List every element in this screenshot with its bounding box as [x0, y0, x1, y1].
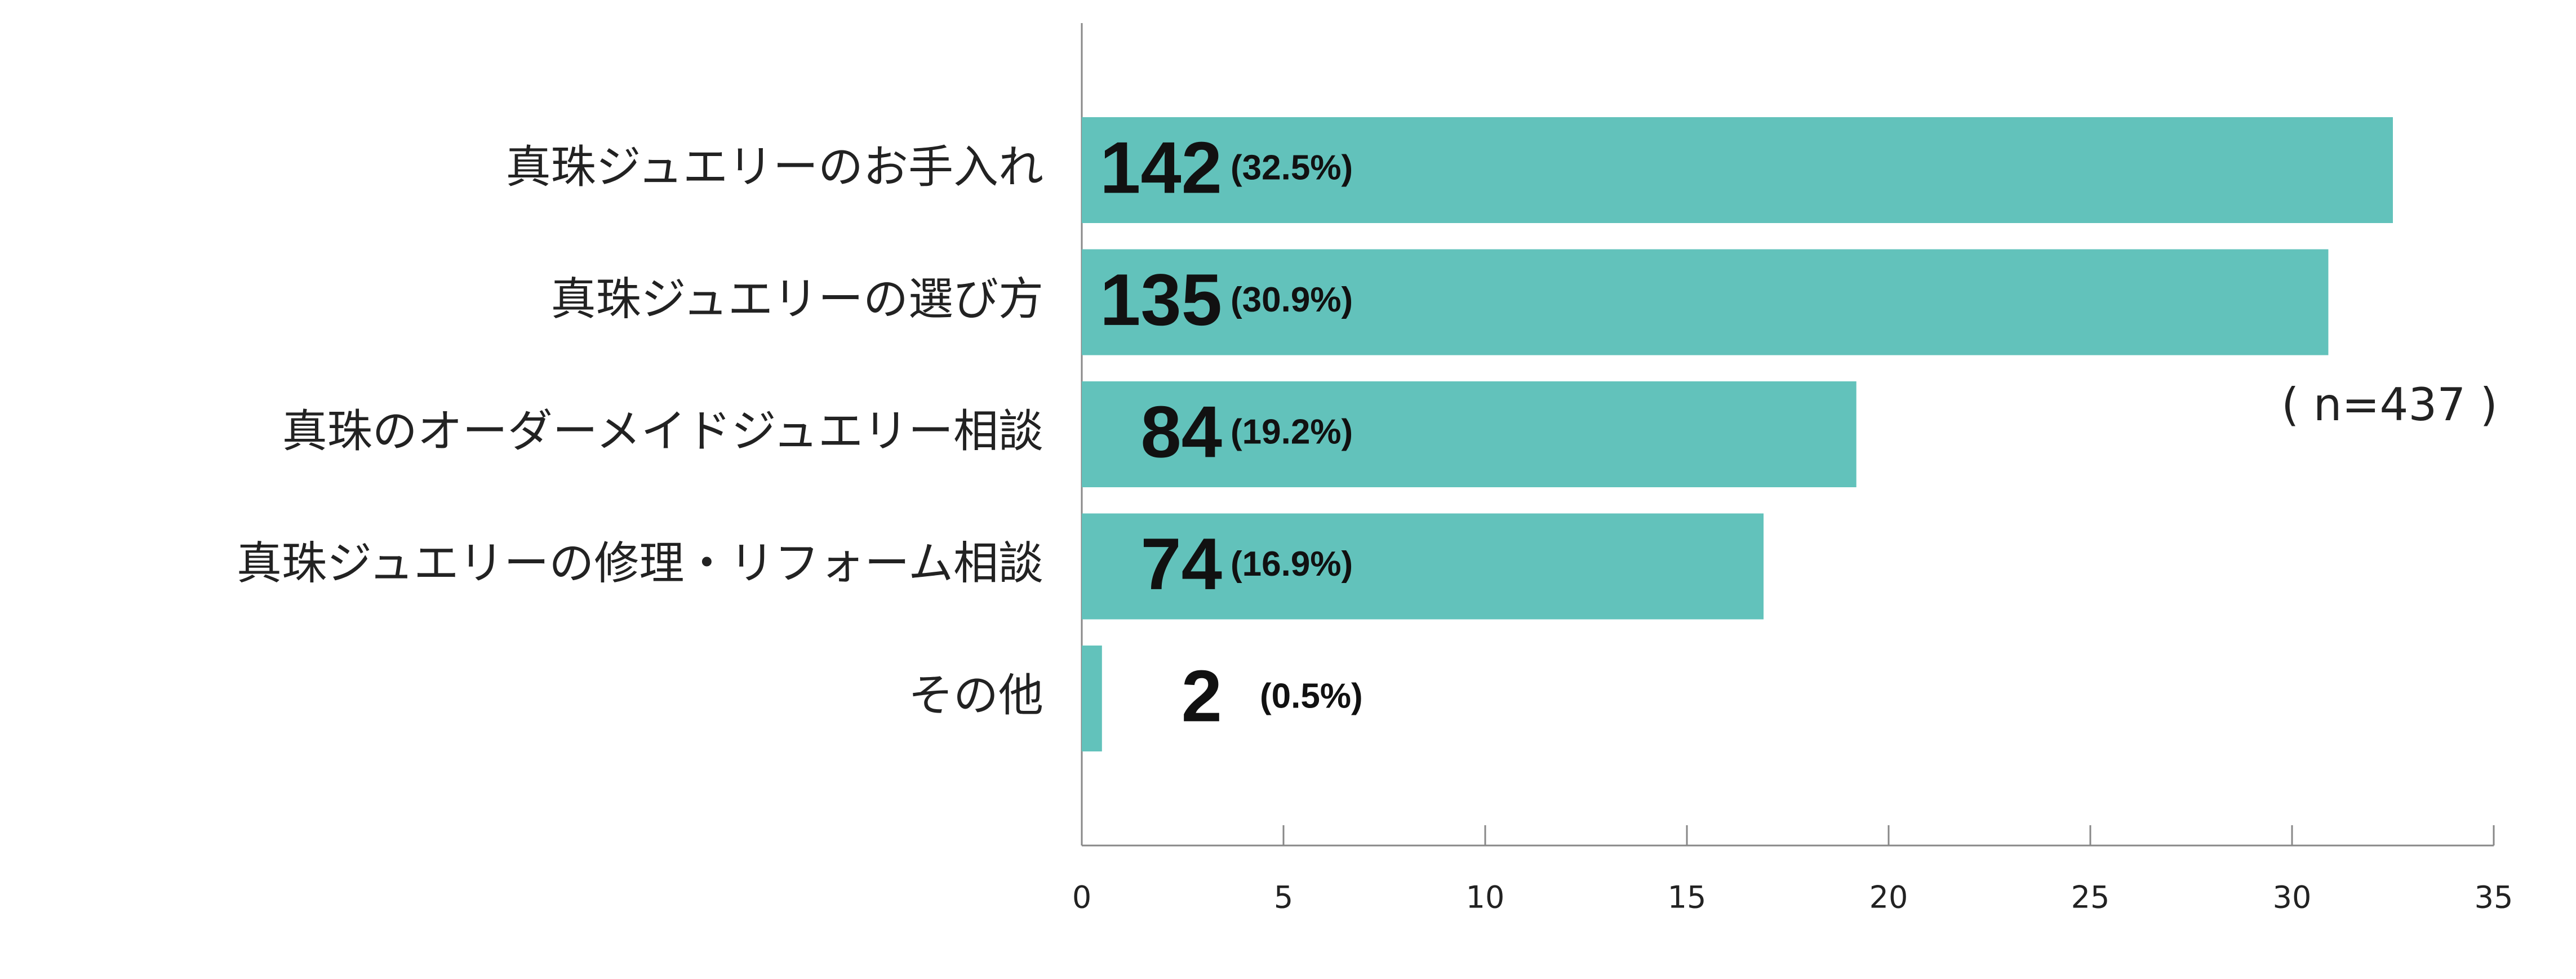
x-tick-label: 20 — [1869, 880, 1908, 915]
x-tick-label: 5 — [1274, 880, 1293, 915]
x-tick-label: 15 — [1668, 880, 1707, 915]
sample-size: ( n=437 ) — [2281, 379, 2498, 431]
count-label: 2 — [1182, 655, 1222, 737]
percent-label: (30.9%) — [1231, 281, 1353, 319]
count-label: 84 — [1140, 390, 1222, 473]
count-label: 142 — [1100, 126, 1222, 208]
percent-label: (16.9%) — [1231, 545, 1353, 584]
count-label: 135 — [1100, 259, 1222, 341]
percent-label: (19.2%) — [1231, 412, 1353, 451]
category-label: 真珠ジュエリーの修理・リフォーム相談 — [237, 537, 1043, 589]
percent-label: (32.5%) — [1231, 148, 1353, 187]
x-tick-label: 25 — [2071, 880, 2110, 915]
bar — [1082, 646, 1102, 751]
x-tick-label: 10 — [1466, 880, 1505, 915]
x-tick-label: 0 — [1072, 880, 1091, 915]
bar — [1082, 381, 1857, 487]
category-label: 真珠ジュエリーの選び方 — [551, 273, 1043, 325]
bar — [1082, 249, 2329, 355]
bar — [1082, 117, 2393, 223]
percent-label: (0.5%) — [1260, 677, 1363, 715]
x-tick-label: 30 — [2273, 880, 2312, 915]
count-label: 74 — [1140, 523, 1222, 605]
category-label: その他 — [908, 669, 1043, 722]
category-label: 真珠ジュエリーのお手入れ — [506, 141, 1043, 193]
category-label: 真珠のオーダーメイドジュエリー相談 — [282, 405, 1043, 457]
x-tick-label: 35 — [2475, 880, 2513, 915]
bar — [1082, 513, 1764, 620]
